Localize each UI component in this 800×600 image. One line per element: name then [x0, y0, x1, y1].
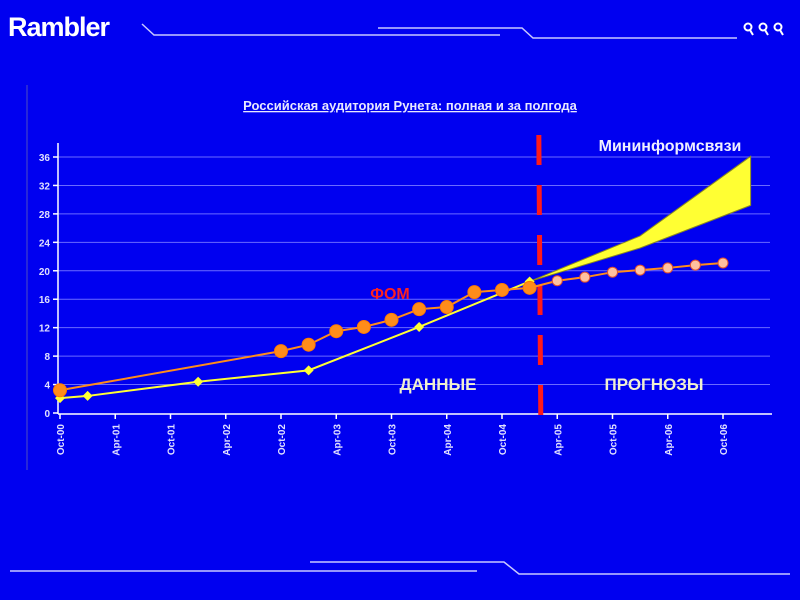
fom-forecast-point [662, 262, 674, 274]
fom-point [53, 383, 67, 398]
y-tick-label: 32 [39, 181, 51, 192]
y-tick-label: 4 [44, 381, 50, 392]
x-tick-label: Apr-05 [553, 424, 564, 456]
fom-forecast-point [689, 259, 701, 271]
fom-forecast-point [551, 275, 563, 287]
forecast-label: ПРОГНОЗЫ [605, 375, 704, 394]
forecast-band [529, 155, 752, 282]
fom-point [439, 300, 454, 315]
x-tick-label: Oct-00 [56, 424, 67, 456]
fom-point [274, 344, 288, 359]
y-tick-label: 36 [39, 153, 51, 164]
y-tick-label: 16 [39, 295, 51, 306]
y-tick-label: 12 [39, 324, 51, 335]
fom-forecast-point [579, 271, 591, 283]
decor-lines [10, 23, 790, 575]
search-icon [758, 22, 768, 32]
y-tick-label: 0 [44, 409, 50, 420]
fom-point [412, 302, 427, 317]
y-tick-label: 28 [39, 210, 51, 221]
total-point [82, 390, 93, 401]
total-point [414, 321, 425, 332]
fom-label: ФОМ [370, 286, 409, 303]
divider-line [536, 134, 544, 426]
x-tick-label: Apr-02 [222, 424, 233, 456]
fom-point [467, 285, 482, 300]
fom-point [356, 319, 371, 334]
search-icon [773, 22, 783, 32]
data-label: ДАННЫЕ [400, 375, 477, 394]
fom-forecast-point [634, 264, 646, 276]
fom-point [495, 282, 509, 297]
fom-forecast-point [607, 266, 618, 278]
y-tick-label: 20 [39, 267, 51, 278]
search-icons [743, 22, 784, 36]
x-tick-label: Oct-01 [167, 424, 178, 456]
x-tick-label: Apr-03 [332, 424, 343, 456]
chart-title: Российская аудитория Рунета: полная и за… [243, 98, 577, 113]
x-tick-label: Oct-06 [719, 424, 730, 456]
rambler-logo: Rambler [8, 12, 110, 42]
y-tick-label: 24 [39, 238, 51, 249]
x-tick-label: Oct-05 [609, 424, 620, 456]
x-tick-label: Apr-04 [443, 424, 454, 456]
search-icon [743, 22, 753, 32]
x-tick-label: Oct-04 [498, 424, 509, 456]
ministry-label: Мининформсвязи [599, 138, 742, 155]
total-point [193, 376, 204, 387]
x-tick-label: Oct-03 [388, 424, 399, 456]
fom-point [329, 324, 344, 339]
x-tick-label: Oct-02 [277, 424, 288, 456]
fom-forecast-point [717, 257, 729, 269]
x-tick-label: Apr-06 [664, 424, 675, 456]
fom-point [384, 312, 399, 327]
total-point [303, 365, 314, 376]
x-tick-label: Apr-01 [111, 424, 122, 456]
fom-point [301, 337, 316, 352]
y-tick-label: 8 [44, 352, 50, 363]
